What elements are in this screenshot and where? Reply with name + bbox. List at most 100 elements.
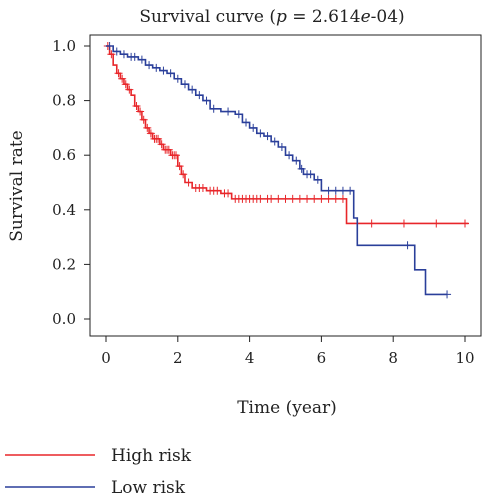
censor-mark-low-risk bbox=[249, 123, 258, 132]
censor-mark-low-risk bbox=[224, 107, 233, 116]
censor-mark-low-risk bbox=[137, 55, 146, 64]
censor-mark-high-risk bbox=[154, 134, 163, 143]
censor-mark-low-risk bbox=[263, 132, 272, 141]
censor-mark-high-risk bbox=[179, 170, 188, 179]
x-tick-label: 0 bbox=[101, 349, 111, 367]
censor-mark-high-risk bbox=[295, 194, 304, 203]
y-tick-label: 0.2 bbox=[52, 255, 76, 273]
censor-mark-low-risk bbox=[209, 104, 218, 113]
censor-mark-low-risk bbox=[338, 186, 347, 195]
censor-mark-high-risk bbox=[114, 69, 123, 78]
legend: High risk Low risk bbox=[5, 446, 192, 498]
censor-mark-low-risk bbox=[159, 66, 168, 75]
censor-mark-high-risk bbox=[281, 194, 290, 203]
censor-mark-low-risk bbox=[202, 96, 211, 105]
censor-mark-low-risk bbox=[285, 151, 294, 160]
legend-label-low-risk: Low risk bbox=[111, 478, 186, 498]
y-axis: 0.0 0.2 0.4 0.6 0.8 1.0 bbox=[52, 37, 90, 328]
censor-mark-high-risk bbox=[198, 183, 207, 192]
censor-mark-high-risk bbox=[184, 178, 193, 187]
y-tick-label: 0.0 bbox=[52, 310, 76, 328]
censor-mark-low-risk bbox=[234, 110, 243, 119]
censor-mark-low-risk bbox=[195, 91, 204, 100]
censor-mark-high-risk bbox=[461, 219, 469, 228]
chart-title-middle: = 2.614 bbox=[287, 7, 361, 27]
y-tick-label: 1.0 bbox=[52, 37, 76, 55]
x-axis-title: Time (year) bbox=[237, 398, 337, 418]
x-tick-label: 8 bbox=[388, 349, 398, 367]
censor-mark-high-risk bbox=[164, 145, 173, 154]
censor-mark-high-risk bbox=[146, 129, 155, 138]
censor-mark-high-risk bbox=[121, 80, 130, 89]
censor-mark-high-risk bbox=[267, 194, 276, 203]
censor-mark-low-risk bbox=[443, 290, 452, 299]
censor-mark-low-risk bbox=[173, 74, 182, 83]
censor-mark-high-risk bbox=[139, 115, 148, 124]
y-tick-label: 0.6 bbox=[52, 146, 76, 164]
censor-mark-low-risk bbox=[324, 186, 333, 195]
censor-mark-high-risk bbox=[256, 194, 265, 203]
series-line-low-risk bbox=[106, 45, 448, 296]
censor-mark-low-risk bbox=[112, 47, 121, 56]
x-tick-label: 10 bbox=[455, 349, 474, 367]
chart-title-suffix: -04) bbox=[371, 7, 405, 27]
censor-mark-low-risk bbox=[105, 42, 114, 50]
series-layer bbox=[103, 42, 469, 299]
censor-mark-high-risk bbox=[331, 194, 340, 203]
censor-mark-low-risk bbox=[331, 186, 340, 195]
censor-mark-low-risk bbox=[297, 164, 306, 173]
censor-mark-low-risk bbox=[152, 63, 161, 72]
censor-mark-high-risk bbox=[143, 123, 152, 132]
censor-mark-high-risk bbox=[125, 85, 134, 94]
censor-mark-low-risk bbox=[188, 85, 197, 94]
censor-mark-low-risk bbox=[130, 52, 139, 61]
censor-mark-high-risk bbox=[132, 102, 141, 111]
censor-mark-low-risk bbox=[270, 137, 279, 146]
censor-mark-low-risk bbox=[256, 129, 265, 138]
censor-mark-high-risk bbox=[303, 194, 312, 203]
censor-mark-low-risk bbox=[306, 170, 315, 179]
chart-title: Survival curve (p = 2.614e-04) bbox=[139, 7, 404, 27]
censor-mark-high-risk bbox=[288, 194, 297, 203]
censor-mark-high-risk bbox=[213, 186, 222, 195]
censor-mark-high-risk bbox=[432, 219, 441, 228]
censor-mark-low-risk bbox=[292, 156, 301, 165]
censor-mark-high-risk bbox=[107, 50, 116, 59]
censor-mark-high-risk bbox=[172, 151, 181, 160]
censor-mark-low-risk bbox=[346, 186, 355, 195]
y-tick-label: 0.8 bbox=[52, 92, 76, 110]
censor-mark-high-risk bbox=[317, 194, 326, 203]
censor-mark-high-risk bbox=[338, 194, 347, 203]
censor-mark-low-risk bbox=[242, 118, 251, 127]
censor-mark-high-risk bbox=[224, 189, 233, 198]
censor-mark-high-risk bbox=[136, 107, 145, 116]
censor-mark-high-risk bbox=[274, 194, 283, 203]
series-line-high-risk bbox=[106, 45, 469, 225]
chart-title-prefix: Survival curve ( bbox=[139, 7, 276, 27]
legend-label-high-risk: High risk bbox=[111, 446, 192, 466]
x-tick-label: 6 bbox=[317, 349, 327, 367]
censor-mark-low-risk bbox=[119, 50, 128, 59]
censor-mark-low-risk bbox=[277, 143, 286, 152]
chart-title-p: p bbox=[276, 7, 287, 27]
censor-mark-high-risk bbox=[175, 162, 184, 171]
x-tick-label: 2 bbox=[173, 349, 183, 367]
y-axis-title: Survival rate bbox=[7, 130, 27, 242]
censor-mark-low-risk bbox=[313, 175, 322, 184]
censor-mark-high-risk bbox=[399, 219, 408, 228]
censor-mark-low-risk bbox=[166, 69, 175, 78]
censor-mark-high-risk bbox=[157, 140, 166, 149]
censor-mark-high-risk bbox=[367, 219, 376, 228]
censor-mark-high-risk bbox=[324, 194, 333, 203]
censor-mark-high-risk bbox=[118, 74, 127, 83]
censor-mark-low-risk bbox=[403, 241, 412, 250]
censor-mark-low-risk bbox=[180, 80, 189, 89]
censor-mark-low-risk bbox=[145, 61, 154, 70]
chart-title-e: e bbox=[361, 7, 371, 27]
x-tick-label: 4 bbox=[245, 349, 255, 367]
plot-frame bbox=[89, 34, 482, 337]
censor-mark-high-risk bbox=[310, 194, 319, 203]
x-axis: 0 2 4 6 8 10 bbox=[101, 336, 475, 367]
y-tick-label: 0.4 bbox=[52, 201, 76, 219]
